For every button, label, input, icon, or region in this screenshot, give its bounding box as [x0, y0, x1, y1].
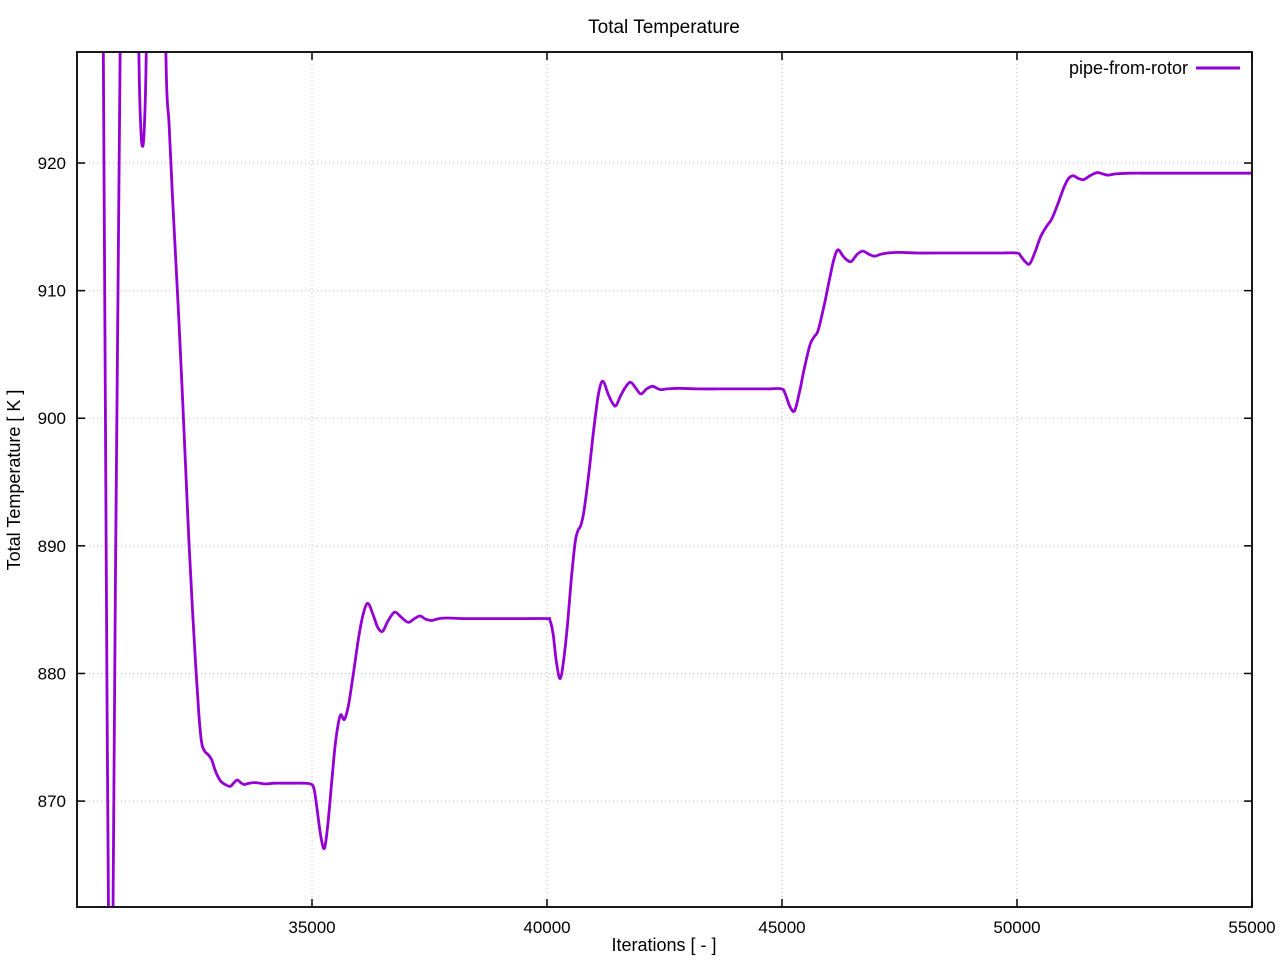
axis-border-and-ticks — [76, 51, 1253, 908]
x-tick-label: 55000 — [1228, 918, 1275, 937]
legend: pipe-from-rotor — [1069, 58, 1240, 78]
grid-lines — [77, 52, 1253, 907]
plot-border — [76, 51, 1253, 908]
y-tick-label: 870 — [38, 792, 66, 811]
y-tick-label: 920 — [38, 154, 66, 173]
y-axis-label: Total Temperature [ K ] — [4, 390, 24, 571]
x-axis-label: Iterations [ - ] — [611, 935, 716, 955]
legend-series-label: pipe-from-rotor — [1069, 58, 1188, 78]
x-tick-label: 40000 — [523, 918, 570, 937]
y-tick-label: 880 — [38, 664, 66, 683]
x-tick-label: 45000 — [758, 918, 805, 937]
y-tick-label: 900 — [38, 409, 66, 428]
x-tick-label: 50000 — [993, 918, 1040, 937]
x-tick-label: 35000 — [288, 918, 335, 937]
y-tick-label: 910 — [38, 282, 66, 301]
series-curve-layer — [101, 52, 1252, 907]
tick-labels: 35000 40000 45000 50000 55000 870 880 890 900 910… — [38, 154, 1276, 937]
chart-title: Total Temperature — [588, 17, 740, 38]
y-tick-label: 890 — [38, 537, 66, 556]
series-line-pipe-from-rotor — [101, 52, 1252, 907]
